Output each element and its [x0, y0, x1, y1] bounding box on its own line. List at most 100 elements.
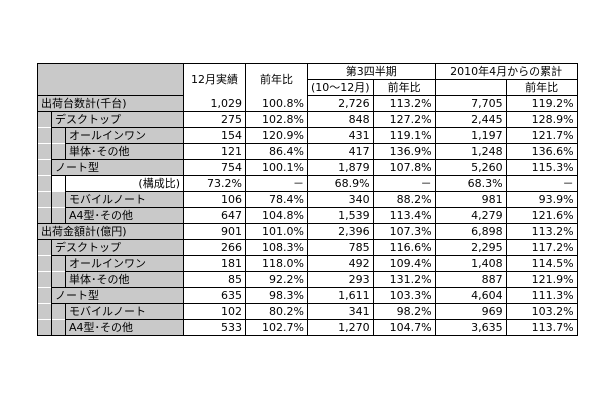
value-cell: 635 — [183, 287, 246, 304]
row-label: オールインワン — [65, 127, 184, 144]
value-cell: － — [245, 175, 308, 192]
row-label: モバイルノート — [65, 303, 184, 320]
value-cell: 3,635 — [434, 319, 507, 336]
row-label: デスクトップ — [51, 111, 184, 128]
value-cell: 6,898 — [434, 223, 507, 240]
value-cell: 754 — [183, 159, 246, 176]
row-label: ノート型 — [51, 159, 184, 176]
value-cell: 2,295 — [434, 239, 507, 256]
value-cell: 119.1% — [372, 127, 436, 144]
value-cell: 118.0% — [245, 255, 308, 272]
indent-cell — [51, 175, 66, 192]
row-label: (構成比) — [65, 175, 184, 192]
value-cell: 492 — [307, 255, 374, 272]
value-cell: 107.8% — [372, 159, 436, 176]
row-label: デスクトップ — [51, 239, 184, 256]
value-cell: 102 — [183, 303, 246, 320]
indent-cell — [37, 207, 52, 224]
table-row: モバイルノート 106 78.4% 340 88.2% 981 93.9% — [37, 191, 578, 208]
value-cell: 108.3% — [245, 239, 308, 256]
value-cell: 266 — [183, 239, 246, 256]
row-label: オールインワン — [65, 255, 184, 272]
indent-cell — [37, 191, 52, 208]
row-label: A4型･その他 — [65, 207, 184, 224]
table-row: (構成比) 73.2% － 68.9% － 68.3% － — [37, 175, 578, 192]
value-cell: 78.4% — [245, 191, 308, 208]
table-row: 単体･その他 85 92.2% 293 131.2% 887 121.9% — [37, 271, 578, 288]
value-cell: 113.7% — [505, 319, 578, 336]
table-row: モバイルノート 102 80.2% 341 98.2% 969 103.2% — [37, 303, 578, 320]
table-row: ノート型 635 98.3% 1,611 103.3% 4,604 111.3% — [37, 287, 578, 304]
table-row: デスクトップ 275 102.8% 848 127.2% 2,445 128.9% — [37, 111, 578, 128]
value-cell: 293 — [307, 271, 374, 288]
value-cell: 848 — [307, 111, 374, 128]
value-cell: 107.3% — [372, 223, 436, 240]
value-cell: 431 — [307, 127, 374, 144]
header-q3-title: 第3四半期 — [307, 63, 436, 80]
indent-cell — [37, 303, 52, 320]
value-cell: 106 — [183, 191, 246, 208]
row-label: 出荷金額計(億円) — [37, 223, 184, 240]
table-row: A4型･その他 533 102.7% 1,270 104.7% 3,635 113.7% — [37, 319, 578, 336]
indent-cell — [51, 319, 66, 336]
value-cell: 121 — [183, 143, 246, 160]
row-label: 単体･その他 — [65, 143, 184, 160]
indent-cell — [37, 319, 52, 336]
table-row: A4型･その他 647 104.8% 1,539 113.4% 4,279 121.6% — [37, 207, 578, 224]
value-cell: 181 — [183, 255, 246, 272]
value-cell: 1,879 — [307, 159, 374, 176]
value-cell: 1,539 — [307, 207, 374, 224]
indent-cell — [51, 303, 66, 320]
header-corner — [37, 63, 184, 96]
table-body: 12月実績 前年比 第3四半期 2010年4月からの累計 (10～12月) 前年… — [37, 63, 578, 336]
row-label: ノート型 — [51, 287, 184, 304]
value-cell: 1,408 — [434, 255, 507, 272]
value-cell: 117.2% — [505, 239, 578, 256]
indent-cell — [37, 255, 52, 272]
value-cell: 785 — [307, 239, 374, 256]
value-cell: － — [372, 175, 436, 192]
value-cell: 131.2% — [372, 271, 436, 288]
indent-cell — [51, 143, 66, 160]
value-cell: 901 — [183, 223, 246, 240]
value-cell: 115.3% — [505, 159, 578, 176]
indent-cell — [51, 191, 66, 208]
value-cell: 533 — [183, 319, 246, 336]
row-label: 単体･その他 — [65, 271, 184, 288]
value-cell: 102.8% — [245, 111, 308, 128]
value-cell: 92.2% — [245, 271, 308, 288]
value-cell: 93.9% — [505, 191, 578, 208]
value-cell: 127.2% — [372, 111, 436, 128]
indent-cell — [51, 127, 66, 144]
value-cell: 116.6% — [372, 239, 436, 256]
indent-cell — [37, 175, 52, 192]
indent-cell — [37, 159, 52, 176]
value-cell: 101.0% — [245, 223, 308, 240]
value-cell: 120.9% — [245, 127, 308, 144]
value-cell: 647 — [183, 207, 246, 224]
value-cell: 114.5% — [505, 255, 578, 272]
value-cell: 275 — [183, 111, 246, 128]
value-cell: 1,197 — [434, 127, 507, 144]
value-cell: 113.4% — [372, 207, 436, 224]
value-cell: 80.2% — [245, 303, 308, 320]
value-cell: 1,248 — [434, 143, 507, 160]
table-row: ノート型 754 100.1% 1,879 107.8% 5,260 115.3% — [37, 159, 578, 176]
table-row: 出荷金額計(億円) 901 101.0% 2,396 107.3% 6,898 113.2% — [37, 223, 578, 240]
value-cell: 5,260 — [434, 159, 507, 176]
row-label: 出荷台数計(千台) — [37, 95, 184, 112]
indent-cell — [51, 207, 66, 224]
value-cell: 417 — [307, 143, 374, 160]
value-cell: 68.3% — [434, 175, 507, 192]
table-row: オールインワン 154 120.9% 431 119.1% 1,197 121.7% — [37, 127, 578, 144]
value-cell: 981 — [434, 191, 507, 208]
header-q3-yoy: 前年比 — [372, 79, 436, 96]
value-cell: 969 — [434, 303, 507, 320]
value-cell: 128.9% — [505, 111, 578, 128]
table-row: オールインワン 181 118.0% 492 109.4% 1,408 114.5% — [37, 255, 578, 272]
row-label: モバイルノート — [65, 191, 184, 208]
value-cell: 2,396 — [307, 223, 374, 240]
value-cell: 121.6% — [505, 207, 578, 224]
indent-cell — [37, 287, 52, 304]
indent-cell — [37, 127, 52, 144]
